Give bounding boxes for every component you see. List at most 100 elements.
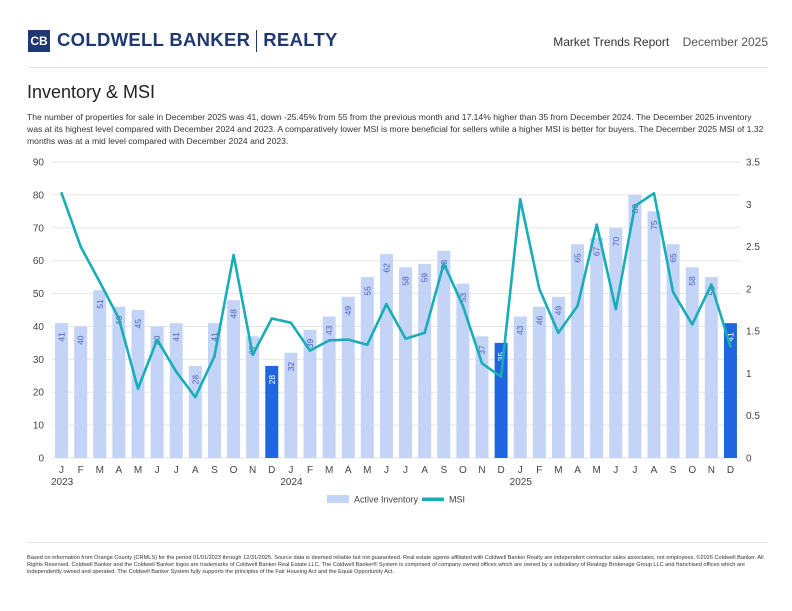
msi-point (155, 338, 159, 341)
header-divider (28, 67, 768, 68)
inventory-bar (379, 254, 393, 458)
x-tick-label: F (307, 465, 313, 476)
inventory-bar (399, 267, 413, 458)
inventory-bar-label: 58 (687, 276, 697, 286)
inventory-bar (112, 306, 126, 458)
y-left-tick-label: 0 (38, 454, 44, 465)
msi-point (79, 245, 82, 248)
inventory-bar-label: 37 (477, 345, 487, 355)
x-tick-label: S (211, 465, 218, 476)
brand-divider (256, 30, 258, 53)
inventory-bar-label: 67 (592, 246, 602, 256)
inventory-bar (341, 296, 355, 458)
inventory-bar (590, 237, 604, 458)
inventory-bar (246, 336, 260, 458)
x-tick-label: A (421, 465, 428, 476)
legend-swatch-msi (422, 497, 444, 501)
x-tick-label: J (613, 465, 618, 476)
x-tick-label: D (268, 465, 275, 476)
msi-point (461, 304, 465, 307)
inventory-bar-label: 53 (458, 292, 468, 302)
inventory-bar (207, 323, 221, 458)
msi-point (270, 317, 273, 320)
inventory-bar (551, 296, 565, 458)
msi-point (614, 307, 617, 311)
inventory-bar (418, 263, 432, 458)
x-tick-label: J (384, 465, 389, 476)
legend-label-msi: MSI (449, 495, 465, 505)
inventory-bar (169, 323, 183, 458)
x-tick-label: D (727, 465, 734, 476)
msi-point (136, 387, 140, 390)
y-left-tick-label: 50 (33, 289, 45, 300)
inventory-bar-label: 62 (381, 263, 391, 273)
x-tick-label: J (174, 465, 179, 476)
msi-point (423, 331, 426, 335)
section-title: Inventory & MSI (27, 82, 156, 102)
x-year-label: 2025 (510, 477, 533, 488)
legend-swatch-inventory (327, 495, 349, 503)
x-tick-label: O (688, 465, 696, 476)
legend-label-inventory: Active Inventory (354, 495, 419, 505)
msi-point (710, 283, 713, 286)
inventory-bar-label: 40 (76, 335, 86, 345)
x-tick-label: F (536, 465, 542, 476)
inventory-bar-label: 48 (229, 309, 239, 319)
footer-divider (28, 542, 768, 543)
x-year-label: 2024 (280, 477, 303, 488)
x-tick-label: N (249, 465, 256, 476)
msi-point (538, 287, 541, 291)
report-label: Market Trends Report December 2025 (553, 35, 768, 49)
y-left-tick-label: 90 (33, 158, 45, 169)
report-date: December 2025 (682, 35, 768, 49)
footer-disclaimer: Based on information from Orange County … (27, 555, 764, 576)
x-year-label: 2023 (51, 477, 74, 488)
inventory-bar (93, 290, 107, 458)
brand-suffix: REALTY (263, 29, 338, 50)
x-tick-label: A (574, 465, 581, 476)
inventory-bar-label: 43 (515, 325, 525, 335)
msi-point (671, 291, 675, 294)
msi-point (729, 345, 732, 348)
inventory-bar-label: 51 (95, 299, 105, 309)
y-left-tick-label: 30 (33, 355, 45, 366)
msi-point (691, 323, 694, 326)
brand-name: COLDWELL BANKER (57, 29, 251, 50)
inventory-bar-label: 39 (305, 338, 315, 348)
msi-point (576, 304, 579, 307)
inventory-bar (494, 342, 508, 458)
y-right-tick-label: 1 (746, 369, 752, 380)
y-left-tick-label: 10 (33, 421, 45, 432)
section-description: The number of properties for sale in Dec… (27, 112, 764, 146)
y-left-tick-label: 60 (33, 256, 45, 267)
msi-point (442, 262, 445, 265)
inventory-bar (227, 300, 241, 458)
x-tick-label: S (670, 465, 677, 476)
msi-point (117, 317, 121, 320)
x-tick-label: N (708, 465, 715, 476)
x-tick-label: M (554, 465, 562, 476)
inventory-bar-label: 43 (324, 325, 334, 335)
msi-point (499, 375, 503, 379)
x-tick-label: A (192, 465, 199, 476)
inventory-bar-label: 75 (649, 220, 659, 230)
inventory-bar (513, 316, 527, 458)
inventory-bar (685, 267, 699, 458)
inventory-bar (609, 227, 623, 458)
x-tick-label: M (134, 465, 142, 476)
y-left-tick-label: 20 (33, 388, 45, 399)
inventory-bar (284, 352, 298, 458)
msi-point (652, 192, 656, 195)
x-tick-label: N (478, 465, 485, 476)
inventory-bar-label: 46 (534, 315, 544, 325)
inventory-bar-label: 45 (133, 319, 143, 329)
inventory-bar (456, 283, 470, 458)
x-tick-label: D (497, 465, 504, 476)
x-tick-label: F (78, 465, 84, 476)
inventory-msi-chart: 0 10 20 30 40 50 60 70 80 90 0 0.5 1 1.5 2 2.5 3 3.5 41 40 5… (33, 158, 760, 505)
msi-point (404, 337, 407, 340)
x-tick-label: J (518, 465, 523, 476)
inventory-bar-label: 28 (190, 375, 200, 385)
inventory-bar (532, 306, 546, 458)
msi-point (98, 280, 101, 284)
